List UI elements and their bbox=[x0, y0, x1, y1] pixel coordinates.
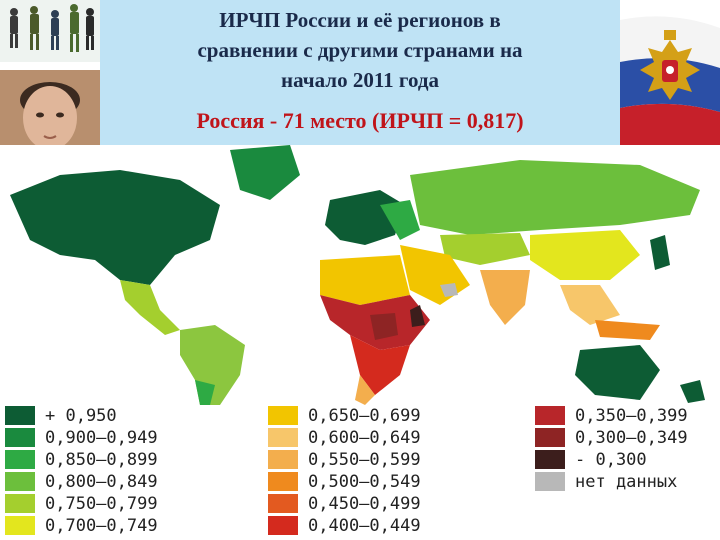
legend-item: 0,450—0,499 bbox=[268, 493, 421, 514]
legend-swatch bbox=[5, 450, 35, 469]
title-line-1: ИРЧП России и её регионов в bbox=[219, 8, 501, 32]
legend-label: 0,650—0,699 bbox=[308, 405, 421, 426]
world-hdi-map bbox=[0, 145, 720, 405]
legend-swatch bbox=[535, 406, 565, 425]
legend-item: 0,850—0,899 bbox=[5, 449, 158, 470]
subtitle: Россия - 71 место (ИРЧП = 0,817) bbox=[196, 108, 524, 133]
legend-item: 0,400—0,449 bbox=[268, 515, 421, 536]
legend-swatch bbox=[268, 450, 298, 469]
title-line-2: сравнении с другими странами на bbox=[197, 38, 523, 62]
legend-swatch bbox=[268, 494, 298, 513]
legend-swatch bbox=[268, 406, 298, 425]
legend-label: 0,700—0,749 bbox=[45, 515, 158, 536]
legend-item: 0,750—0,799 bbox=[5, 493, 158, 514]
legend-swatch bbox=[5, 472, 35, 491]
legend-swatch bbox=[5, 494, 35, 513]
legend-label: 0,300—0,349 bbox=[575, 427, 688, 448]
legend-label: 0,400—0,449 bbox=[308, 515, 421, 536]
legend-label: 0,900—0,949 bbox=[45, 427, 158, 448]
legend-label: 0,600—0,649 bbox=[308, 427, 421, 448]
legend-swatch bbox=[5, 406, 35, 425]
legend-label: 0,800—0,849 bbox=[45, 471, 158, 492]
hdi-legend: + 0,950 0,900—0,949 0,850—0,899 0,800—0,… bbox=[0, 405, 720, 540]
legend-swatch bbox=[535, 472, 565, 491]
legend-label: 0,500—0,549 bbox=[308, 471, 421, 492]
legend-swatch bbox=[5, 428, 35, 447]
legend-swatch bbox=[535, 450, 565, 469]
legend-swatch bbox=[268, 472, 298, 491]
legend-item: 0,900—0,949 bbox=[5, 427, 158, 448]
legend-item: 0,700—0,749 bbox=[5, 515, 158, 536]
legend-item: 0,800—0,849 bbox=[5, 471, 158, 492]
legend-label: 0,350—0,399 bbox=[575, 405, 688, 426]
legend-item: 0,600—0,649 bbox=[268, 427, 421, 448]
legend-item: 0,350—0,399 bbox=[535, 405, 688, 426]
legend-swatch bbox=[268, 428, 298, 447]
legend-item: - 0,300 bbox=[535, 449, 647, 470]
legend-item: + 0,950 bbox=[5, 405, 117, 426]
title-banner: ИРЧП России и её регионов в сравнении с … bbox=[100, 0, 620, 145]
legend-swatch bbox=[268, 516, 298, 535]
legend-label: + 0,950 bbox=[45, 405, 117, 426]
legend-label: 0,550—0,599 bbox=[308, 449, 421, 470]
legend-item: 0,500—0,549 bbox=[268, 471, 421, 492]
legend-item: 0,300—0,349 bbox=[535, 427, 688, 448]
legend-item: 0,550—0,599 bbox=[268, 449, 421, 470]
legend-label: нет данных bbox=[575, 471, 678, 492]
legend-label: - 0,300 bbox=[575, 449, 647, 470]
legend-swatch bbox=[535, 428, 565, 447]
people-walking-photo bbox=[0, 0, 100, 62]
legend-item: 0,650—0,699 bbox=[268, 405, 421, 426]
title-line-3: начало 2011 года bbox=[281, 68, 439, 92]
legend-label: 0,850—0,899 bbox=[45, 449, 158, 470]
legend-item: нет данных bbox=[535, 471, 677, 492]
legend-label: 0,450—0,499 bbox=[308, 493, 421, 514]
legend-swatch bbox=[5, 516, 35, 535]
legend-label: 0,750—0,799 bbox=[45, 493, 158, 514]
